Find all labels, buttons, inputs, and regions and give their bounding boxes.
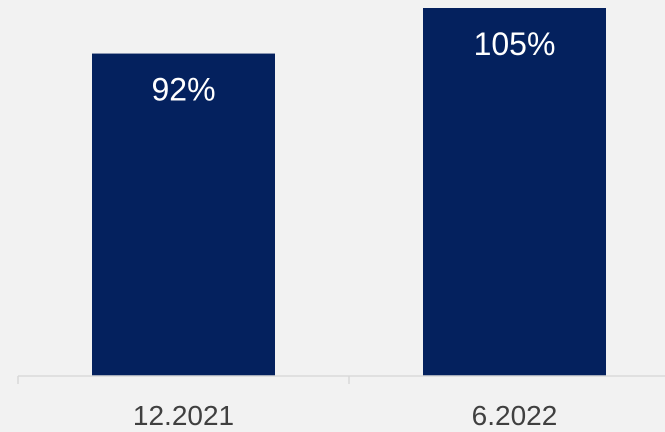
x-tick-label: 12.2021 xyxy=(133,400,234,431)
bar-12.2021 xyxy=(92,53,275,377)
x-tick-label: 6.2022 xyxy=(472,400,558,431)
x-axis-ticks xyxy=(17,376,350,384)
bar-data-label: 105% xyxy=(474,26,556,62)
bar-6.2022 xyxy=(423,8,606,376)
bar-data-label: 92% xyxy=(151,72,215,108)
x-axis-labels: 12.2021 6.2022 xyxy=(133,400,557,431)
bars-group: 92% 105% xyxy=(92,8,606,377)
